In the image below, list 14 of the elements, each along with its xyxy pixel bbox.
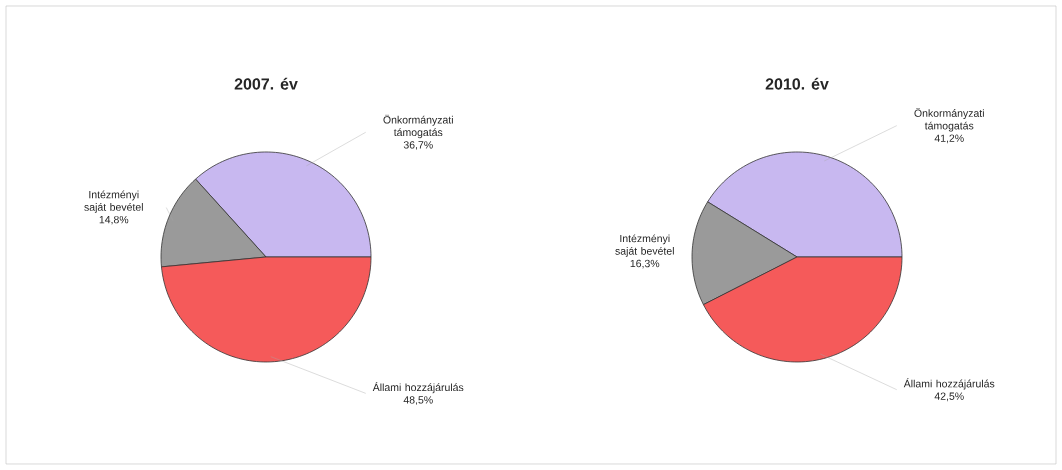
slice-label: Intézményi saját bevétel xyxy=(84,190,143,213)
data-label: 42,5% xyxy=(934,392,964,402)
slice-label: Intézményi saját bevétel xyxy=(615,234,674,257)
slice-label: Állami hozzájárulás xyxy=(372,381,464,394)
slice-label: Állami hozzájárulás xyxy=(903,378,995,390)
chart-title: 2007. év xyxy=(234,77,298,90)
data-label: 41,2% xyxy=(934,134,964,144)
data-label: 14,8% xyxy=(99,215,129,225)
slice-label: Önkormányzati támogatás xyxy=(383,114,453,139)
data-label: 36,7% xyxy=(403,141,433,150)
slice-label: Önkormányzati támogatás xyxy=(914,108,984,132)
data-label: 16,3% xyxy=(630,259,660,269)
chart-title: 2010. év xyxy=(765,77,829,90)
data-label: 48,5% xyxy=(403,396,433,405)
